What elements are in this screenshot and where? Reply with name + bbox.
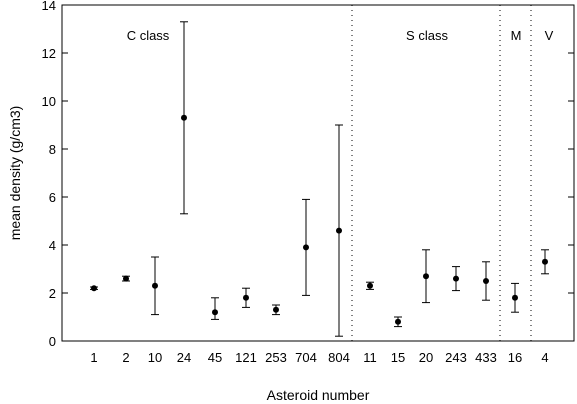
y-tick-label: 12 (42, 46, 56, 61)
data-point (453, 275, 459, 282)
data-point (483, 278, 489, 284)
class-label: C class (127, 28, 170, 43)
y-tick-label: 10 (42, 94, 56, 109)
class-label: S class (406, 28, 448, 43)
x-tick-label: 804 (328, 350, 350, 365)
data-point (367, 282, 373, 289)
x-tick-label: 243 (445, 350, 467, 365)
class-dividers (351, 5, 532, 341)
x-tick-label: 24 (177, 350, 191, 365)
data-point (212, 309, 218, 316)
x-tick-label: 20 (419, 350, 433, 365)
y-tick-label: 14 (42, 0, 56, 13)
error-bars (90, 21, 549, 337)
data-point (336, 227, 342, 234)
y-tick-label: 0 (49, 334, 56, 349)
data-point (303, 244, 309, 251)
class-label: V (545, 28, 554, 43)
x-tick-label: 2 (122, 350, 129, 365)
y-tick-label: 2 (49, 286, 56, 301)
data-point (123, 275, 129, 282)
x-tick-label: 121 (235, 350, 257, 365)
x-tick-label: 433 (475, 350, 497, 365)
x-tick-label: 10 (148, 350, 162, 365)
class-label: M (511, 28, 522, 43)
data-point (152, 282, 158, 289)
x-tick-label: 1 (90, 350, 97, 365)
x-axis-title: Asteroid number (267, 387, 370, 403)
x-tick-label: 704 (295, 350, 317, 365)
x-tick-label: 45 (208, 350, 222, 365)
x-tick-label: 253 (265, 350, 287, 365)
class-labels: C class S class M V (127, 28, 554, 43)
data-point (181, 114, 187, 121)
y-tick-label: 4 (49, 238, 56, 253)
data-points (91, 114, 548, 325)
y-axis-title: mean density (g/cm3) (7, 106, 23, 241)
y-tick-label: 6 (49, 190, 56, 205)
x-axis: 1 2 10 24 45 121 253 704 804 11 15 20 243 433 16 4 (90, 350, 548, 365)
data-point (243, 294, 249, 301)
y-tick-label: 8 (49, 142, 56, 157)
data-point (91, 285, 97, 292)
data-point (542, 258, 548, 265)
x-tick-label: 15 (391, 350, 405, 365)
y-axis: 0 2 4 6 8 10 12 14 (42, 0, 574, 349)
plot-frame (61, 4, 575, 342)
x-tick-label: 4 (541, 350, 548, 365)
data-point (395, 318, 401, 325)
data-point (512, 294, 518, 301)
x-tick-label: 16 (508, 350, 522, 365)
data-point (423, 273, 429, 280)
data-point (273, 306, 279, 313)
x-tick-label: 11 (363, 350, 377, 365)
